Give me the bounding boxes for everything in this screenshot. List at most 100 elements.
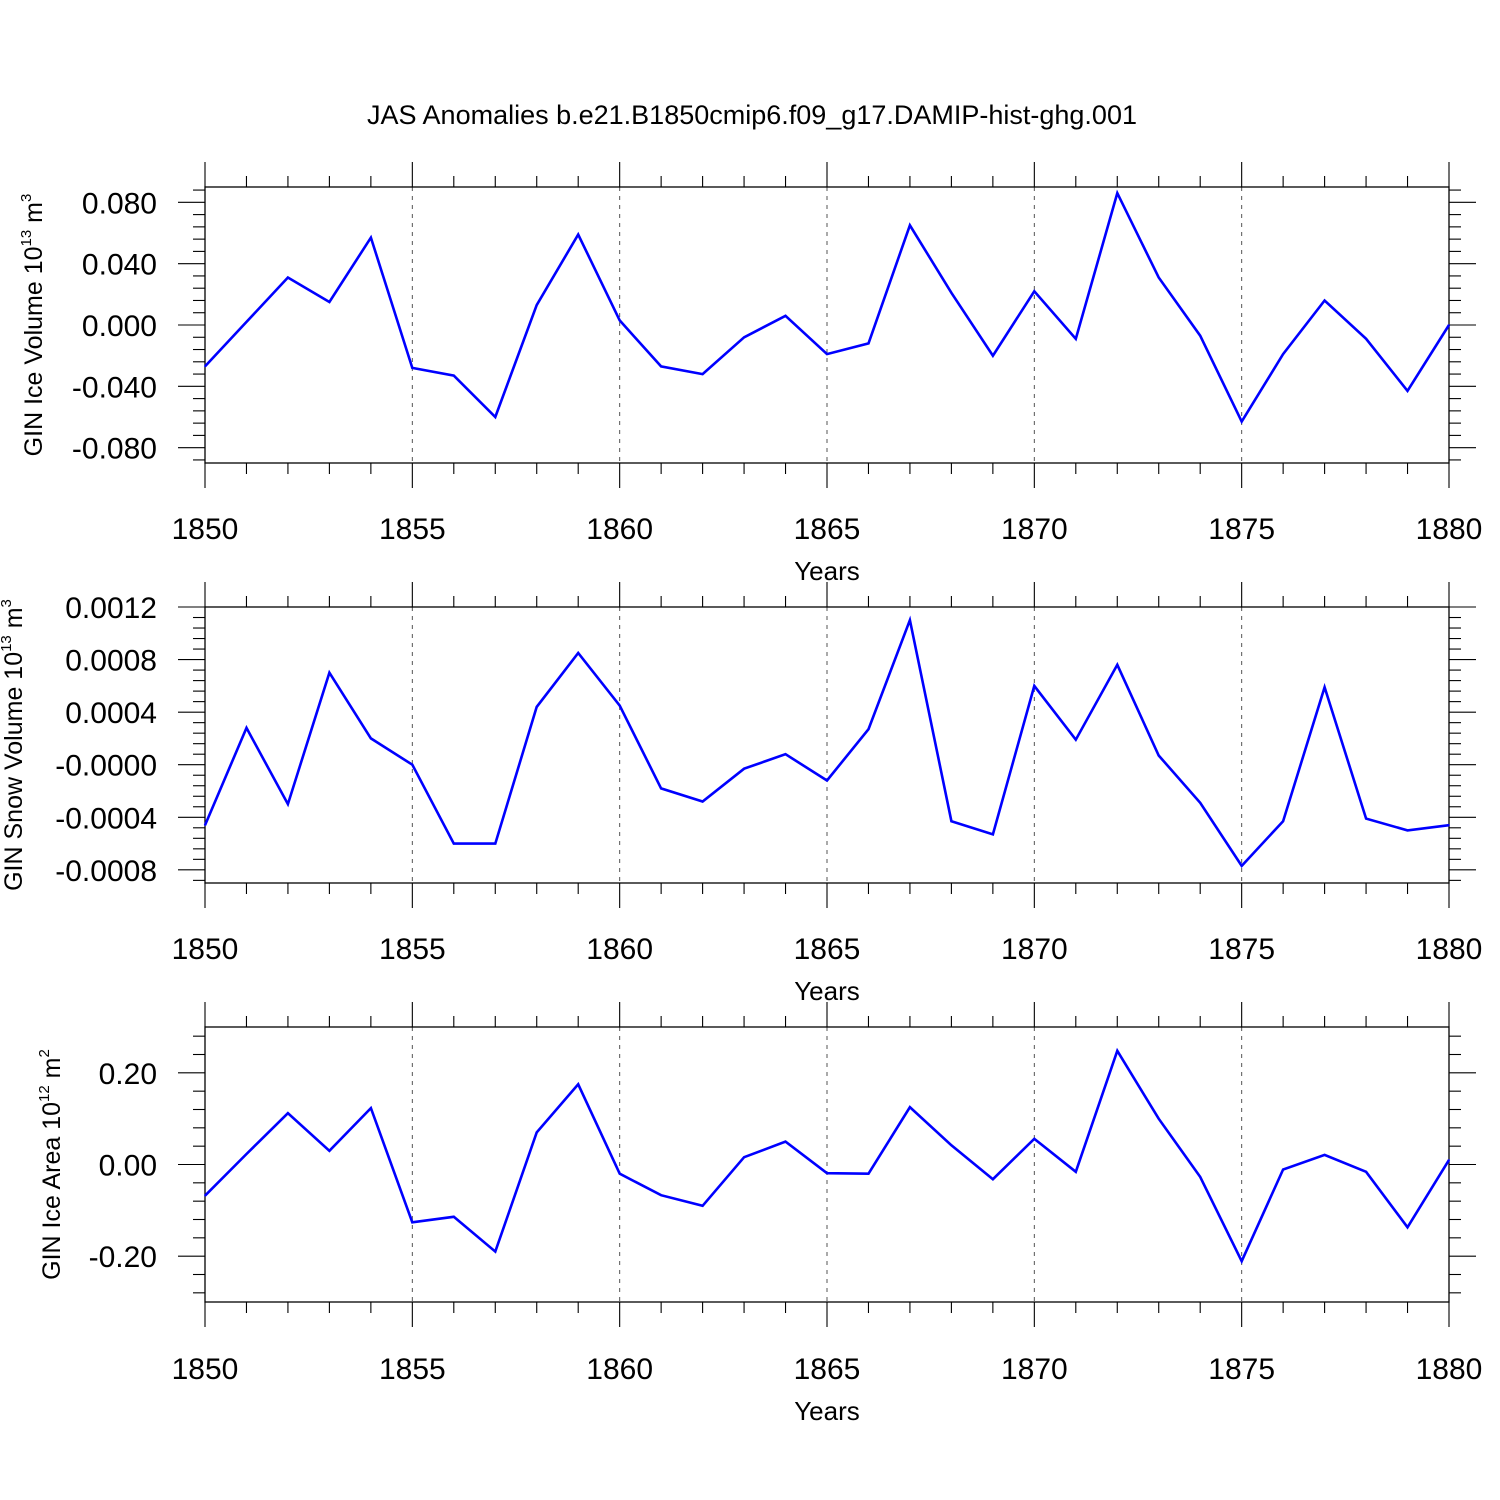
data-point (1033, 1138, 1036, 1140)
data-point (1448, 824, 1450, 826)
y-axis-title-unit: m (20, 202, 48, 230)
x-tick-label: 1855 (379, 513, 446, 546)
data-point (535, 706, 538, 708)
data-point (1365, 338, 1367, 340)
data-point (411, 1221, 414, 1224)
data-point (453, 374, 455, 377)
data-point (1282, 1168, 1284, 1171)
data-point (950, 1144, 953, 1147)
data-point (453, 842, 455, 845)
y-axis-title-text: GIN Ice Volume 10 (20, 246, 48, 456)
data-point (1406, 390, 1409, 392)
x-axis-title: Years (794, 976, 860, 1006)
data-point (1365, 1171, 1367, 1173)
x-tick-label: 1860 (586, 1353, 653, 1386)
data-point (1323, 686, 1326, 688)
x-tick-label: 1850 (172, 513, 239, 546)
data-point (1448, 324, 1450, 326)
data-point (743, 1156, 745, 1158)
y-tick-label: 0.040 (82, 249, 157, 282)
x-tick-label: 1870 (1001, 1353, 1068, 1386)
data-point (204, 824, 206, 826)
data-point (1157, 276, 1160, 279)
data-point (1365, 817, 1367, 820)
data-point (1199, 802, 1201, 804)
data-point (701, 800, 704, 803)
data-point (370, 236, 372, 239)
y-axis-title-unit: m (38, 1058, 66, 1086)
panel-2: 0.0012 0.0008 0.0004 -0.0000 -0.0004 -0.0008 1… (0, 582, 1482, 1006)
y-tick-label: 0.00 (99, 1150, 157, 1183)
data-point (1282, 353, 1284, 355)
data-point (245, 321, 248, 323)
data-point (743, 767, 745, 770)
y-axis-title-unit-exponent: 3 (0, 599, 15, 607)
y-tick-label: 0.0004 (65, 697, 157, 730)
y-axis-title: GIN Ice Volume 1013 m3 (18, 194, 48, 457)
data-point (328, 671, 331, 674)
data-point (287, 276, 289, 279)
x-tick-label: 1850 (172, 933, 239, 966)
data-point (618, 1172, 621, 1175)
data-point (826, 353, 828, 355)
y-axis-title: GIN Ice Area 1012 m2 (36, 1049, 66, 1280)
data-point (701, 373, 704, 375)
data-point (618, 704, 621, 707)
y-axis-title-unit: m (0, 607, 28, 635)
x-tick-label: 1880 (1416, 933, 1483, 966)
data-point (784, 315, 787, 317)
data-point (743, 336, 745, 339)
data-point (826, 779, 828, 782)
data-point (494, 416, 497, 418)
x-tick-label: 1860 (586, 513, 653, 546)
y-tick-label: 0.20 (99, 1058, 157, 1091)
data-point (577, 233, 579, 236)
y-tick-label: -0.0004 (55, 802, 157, 835)
data-point (1075, 1171, 1077, 1173)
data-point (370, 737, 372, 740)
data-point (867, 728, 870, 731)
chart-title: JAS Anomalies b.e21.B1850cmip6.f09_g17.D… (367, 100, 1137, 130)
data-point (245, 1153, 248, 1155)
data-point (1323, 299, 1326, 302)
data-point (950, 820, 953, 823)
x-tick-label: 1850 (172, 1353, 239, 1386)
data-point (1033, 685, 1036, 687)
data-point (867, 1172, 870, 1175)
data-point (535, 1131, 538, 1134)
data-point (204, 1194, 206, 1197)
data-point (660, 365, 662, 368)
data-point (1075, 338, 1077, 340)
data-point (1199, 1176, 1201, 1178)
y-axis-title-exponent: 13 (18, 230, 35, 247)
data-point (1116, 1050, 1119, 1052)
panel-3: 0.20 0.00 -0.20 1850 1855 1860 1865 1870 1875 188… (36, 1002, 1482, 1426)
y-tick-label: -0.20 (89, 1241, 157, 1274)
y-axis-title-text: GIN Snow Volume 10 (0, 652, 28, 891)
data-point (1157, 754, 1160, 757)
x-axis-title: Years (794, 556, 860, 586)
data-point (909, 224, 911, 227)
y-tick-label: 0.080 (82, 187, 157, 220)
y-tick-label: -0.0000 (55, 750, 157, 783)
data-point (909, 1106, 911, 1109)
data-point (909, 619, 911, 621)
data-point (453, 1215, 455, 1218)
x-tick-label: 1880 (1416, 1353, 1483, 1386)
data-point (411, 763, 414, 766)
data-point (950, 292, 953, 294)
data-point (992, 1178, 994, 1180)
data-point (1282, 820, 1284, 823)
x-tick-label: 1855 (379, 933, 446, 966)
data-point (701, 1204, 704, 1207)
data-point (535, 304, 538, 306)
data-point (370, 1107, 372, 1109)
y-axis-title-exponent: 13 (0, 635, 15, 652)
data-point (1116, 192, 1119, 194)
x-tick-label: 1880 (1416, 513, 1483, 546)
x-axis-title: Years (794, 1396, 860, 1426)
data-point (660, 787, 662, 790)
data-point (1075, 738, 1077, 741)
data-point (992, 354, 994, 357)
data-point (328, 301, 331, 303)
